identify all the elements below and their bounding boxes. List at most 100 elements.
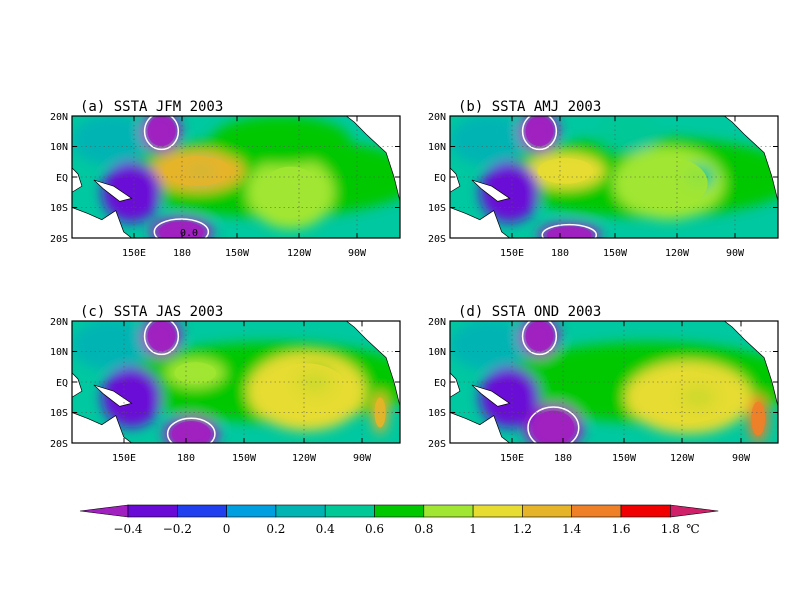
field-core [644, 371, 734, 423]
panel-title: (c) SSTA JAS 2003 [80, 304, 223, 320]
zero-contour [143, 116, 180, 151]
field-core [537, 158, 594, 184]
colorbar-swatch [374, 504, 425, 518]
y-axis: 20N 10N EQ 10S 20S [428, 112, 446, 245]
field-blob [72, 321, 152, 371]
y-tick-label: 10N [428, 142, 446, 153]
field-blob [101, 366, 162, 428]
colorbar-label: 1 [469, 522, 477, 536]
colorbar-swatch [423, 504, 474, 518]
y-tick-label: 10S [50, 408, 68, 419]
land-americas [723, 321, 778, 407]
sst-field [72, 116, 400, 238]
panel-title: (d) SSTA OND 2003 [458, 304, 601, 320]
land-new-guinea [471, 384, 511, 407]
y-axis: 20N 10N EQ 10S 20S [50, 317, 68, 450]
land-new-guinea [93, 179, 133, 202]
colorbar-label: −0.2 [163, 522, 192, 536]
field-core [547, 226, 592, 238]
land-americas [345, 116, 400, 202]
y-tick-label: EQ [434, 173, 446, 184]
field-blob [211, 116, 351, 165]
x-tick-label: 150W [225, 248, 250, 259]
colorbar-swatch [275, 504, 326, 518]
colorbar-swatch [522, 504, 572, 518]
land-indonesia [450, 372, 461, 398]
field-core [159, 221, 204, 238]
land-americas [723, 116, 778, 202]
field-core [147, 321, 176, 352]
field-core [264, 363, 349, 419]
x-tick-label: 150W [232, 453, 257, 464]
colorbar-swatch [127, 504, 178, 518]
zero-contour [166, 417, 216, 443]
field-blob [599, 116, 659, 153]
x-tick-label: 150E [122, 248, 146, 259]
colorbar-swatch [324, 504, 375, 518]
land-indonesia [72, 372, 83, 398]
y-tick-label: 20S [428, 439, 446, 450]
map-field [449, 115, 779, 239]
x-tick-label: 120W [292, 453, 317, 464]
field-blob [479, 366, 540, 428]
land-americas [345, 321, 400, 407]
x-tick-label: 180 [173, 248, 191, 259]
field-core [171, 421, 211, 443]
panel-d: (d) SSTA OND 2003 20N 10N EQ 10S 20S 150… [428, 304, 779, 464]
y-tick-label: 10N [50, 142, 68, 153]
x-tick-label: 150E [500, 248, 524, 259]
y-axis: 20N 10N EQ 10S 20S [428, 317, 446, 450]
colorbar-label: 1.2 [513, 522, 532, 536]
zero-contour [143, 321, 180, 356]
colorbar-label: 0 [223, 522, 231, 536]
colorbar-swatch [79, 504, 129, 518]
x-axis: 150E 180 150W 120W 90W [112, 453, 372, 464]
colorbar-swatch [669, 504, 719, 518]
grid [72, 321, 400, 443]
ticks [450, 115, 778, 239]
panel-a: (a) SSTA JFM 2003 20N 10N EQ 10S 20S 150… [50, 99, 401, 259]
y-axis: 20N 10N EQ 10S 20S [50, 112, 68, 245]
x-axis: 150E 180 150W 120W 90W [500, 248, 745, 259]
y-tick-label: 10S [428, 408, 446, 419]
field-core [163, 155, 231, 186]
colorbar-swatch [226, 504, 277, 518]
colorbar-label: 0.6 [365, 522, 384, 536]
sst-field [450, 116, 778, 238]
y-tick-label: 20N [428, 317, 446, 328]
field-core [147, 116, 176, 147]
ticks [450, 320, 778, 444]
land-indonesia [72, 167, 83, 193]
y-tick-label: 20S [50, 439, 68, 450]
land-indonesia [450, 167, 461, 193]
y-tick-label: EQ [56, 378, 68, 389]
colorbar-swatch [620, 504, 671, 518]
land-australia [72, 412, 133, 443]
panel-title: (b) SSTA AMJ 2003 [458, 99, 601, 115]
field-core [629, 157, 708, 209]
y-tick-label: 20S [428, 234, 446, 245]
colorbar-swatch [571, 504, 622, 518]
x-tick-label: 150W [603, 248, 628, 259]
ticks [72, 115, 400, 239]
land-australia [72, 207, 133, 238]
colorbar-unit: ℃ [686, 522, 699, 536]
field-blob [101, 161, 162, 223]
field-blob [450, 321, 530, 371]
x-tick-label: 180 [177, 453, 195, 464]
x-tick-label: 150E [112, 453, 136, 464]
x-tick-label: 150E [500, 453, 524, 464]
x-tick-label: 90W [348, 248, 367, 259]
field-core [174, 362, 217, 384]
x-tick-label: 120W [665, 248, 690, 259]
x-tick-label: 90W [732, 453, 751, 464]
x-tick-label: 90W [726, 248, 745, 259]
colorbar-label: 1.8 [661, 522, 680, 536]
y-tick-label: EQ [434, 378, 446, 389]
y-tick-label: 10N [428, 347, 446, 358]
y-tick-label: 10S [50, 203, 68, 214]
field-blobs [450, 321, 778, 443]
map-field [449, 320, 779, 444]
zero-contour [527, 406, 580, 443]
